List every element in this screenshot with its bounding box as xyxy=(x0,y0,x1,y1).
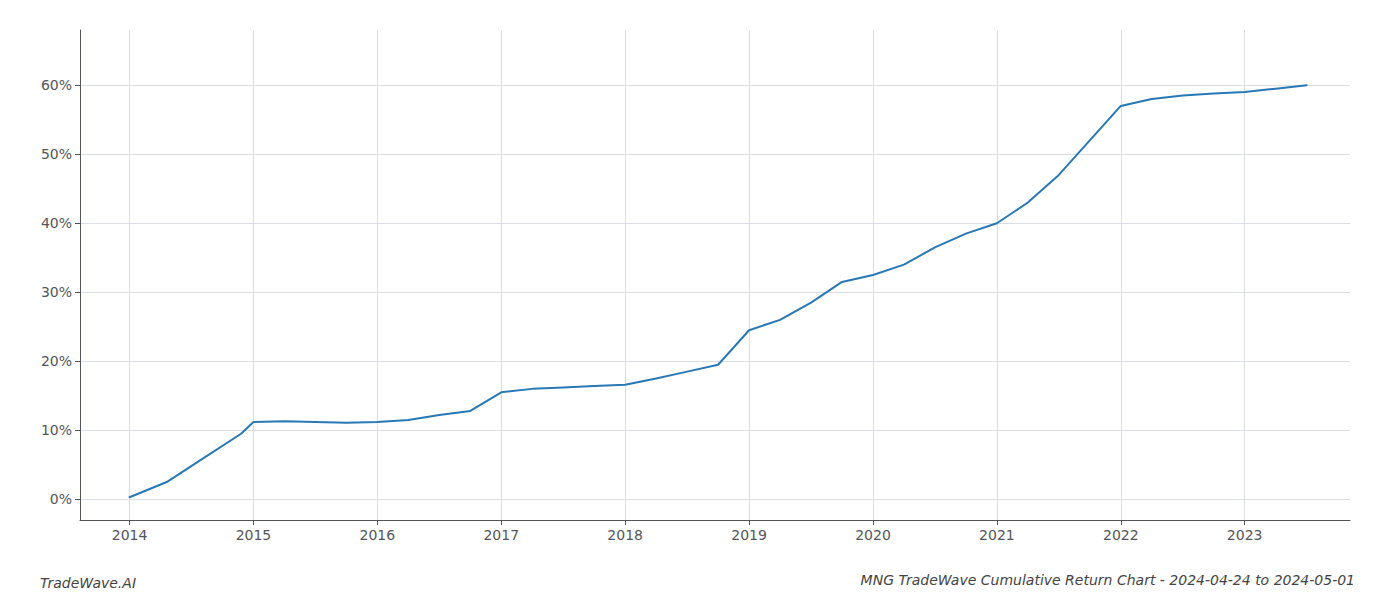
svg-text:20%: 20% xyxy=(41,353,72,369)
svg-text:10%: 10% xyxy=(41,422,72,438)
svg-text:2019: 2019 xyxy=(731,527,767,543)
svg-text:0%: 0% xyxy=(50,491,72,507)
svg-text:50%: 50% xyxy=(41,146,72,162)
svg-text:2017: 2017 xyxy=(483,527,519,543)
svg-text:30%: 30% xyxy=(41,284,72,300)
svg-text:2018: 2018 xyxy=(607,527,643,543)
svg-text:TradeWave.AI: TradeWave.AI xyxy=(40,575,136,591)
svg-text:2015: 2015 xyxy=(236,527,272,543)
svg-text:2014: 2014 xyxy=(112,527,148,543)
svg-text:60%: 60% xyxy=(41,77,72,93)
svg-text:40%: 40% xyxy=(41,215,72,231)
svg-text:2023: 2023 xyxy=(1227,527,1263,543)
svg-text:2020: 2020 xyxy=(855,527,891,543)
svg-text:2022: 2022 xyxy=(1103,527,1139,543)
svg-text:2016: 2016 xyxy=(360,527,396,543)
svg-text:2021: 2021 xyxy=(979,527,1015,543)
svg-text:MNG TradeWave Cumulative Retur: MNG TradeWave Cumulative Return Chart - … xyxy=(861,572,1355,588)
